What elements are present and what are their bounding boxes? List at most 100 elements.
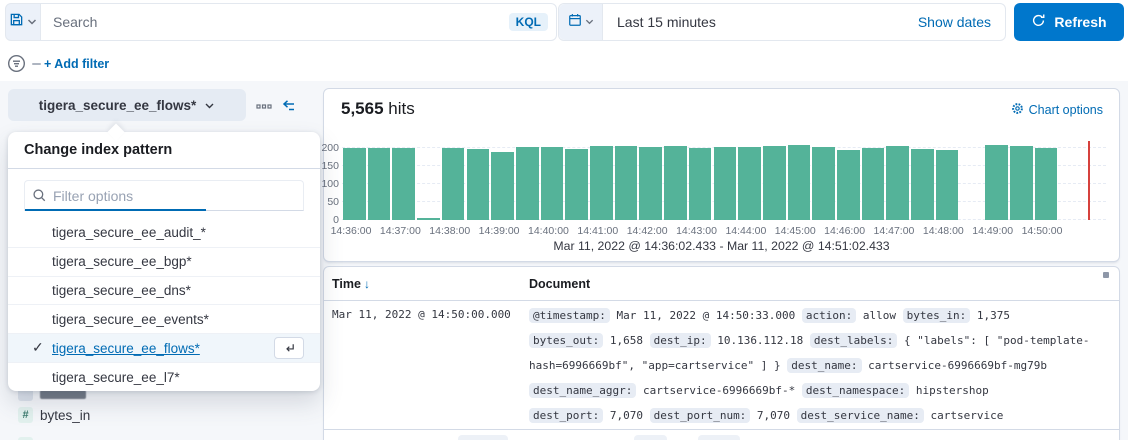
field-value-text: hash=6996669bf", "app=cartservice" ] } [529, 359, 788, 372]
partial-pill [634, 435, 667, 440]
refresh-icon [1031, 13, 1046, 31]
histogram-bar[interactable] [417, 218, 440, 220]
sort-descending-icon: ↓ [363, 277, 370, 291]
histogram-bar[interactable] [787, 145, 811, 220]
field-name-pill: dest_labels: [809, 333, 898, 348]
field-name-pill: dest_service_name: [796, 408, 924, 423]
field-value-text: 1,375 [970, 309, 1010, 322]
add-filter-button[interactable]: + Add filter [44, 57, 110, 71]
index-pattern-option[interactable]: tigera_secure_ee_bgp* [8, 248, 320, 277]
row-separator [324, 429, 1119, 430]
collapse-sidebar-icon[interactable] [280, 98, 298, 120]
column-header-time[interactable]: Time ↓ [332, 267, 370, 301]
histogram-bar[interactable] [664, 146, 687, 220]
field-name-pill: bytes_out: [529, 333, 604, 348]
histogram-bar[interactable] [343, 148, 366, 220]
popover-title: Change index pattern [8, 132, 320, 169]
filter-icon[interactable] [7, 54, 26, 78]
boxes-horizontal-icon[interactable] [256, 100, 272, 118]
chevron-down-icon [27, 13, 37, 31]
histogram-bar[interactable] [1009, 146, 1033, 220]
histogram-bar[interactable] [367, 148, 391, 220]
index-pattern-option-label: tigera_secure_ee_bgp* [52, 254, 192, 270]
row-time-cell: Mar 11, 2022 @ 14:50:00.000 [332, 308, 511, 321]
histogram-bar[interactable] [614, 146, 638, 220]
document-line: bytes_out: 1,658 dest_ip: 10.136.112.18 … [529, 330, 1114, 355]
histogram-bar[interactable] [639, 146, 663, 220]
histogram-bar[interactable] [441, 147, 465, 220]
field-name-pill: dest_port: [529, 408, 604, 423]
field-value-text: cartservice-6996669bf-mg79b [861, 359, 1047, 372]
time-range-value[interactable]: Last 15 minutes [617, 14, 716, 30]
hits-count: 5,565 [341, 99, 384, 118]
index-pattern-option[interactable]: tigera_secure_ee_l7* [8, 363, 320, 392]
search-input[interactable] [41, 14, 509, 30]
field-value-text: Mar 11, 2022 @ 14:50:33.000 [609, 309, 802, 322]
histogram-bar[interactable] [565, 149, 588, 220]
histogram-bar[interactable] [1034, 148, 1058, 220]
histogram-bar[interactable] [762, 146, 786, 220]
histogram-bar[interactable] [713, 146, 737, 220]
field-name-pill: dest_name: [787, 358, 862, 373]
index-pattern-option-label: tigera_secure_ee_events* [52, 311, 209, 327]
index-pattern-option[interactable]: tigera_secure_ee_dns* [8, 277, 320, 306]
index-pattern-filter-box [24, 180, 304, 211]
show-dates-button[interactable]: Show dates [917, 14, 991, 30]
refresh-button[interactable]: Refresh [1014, 3, 1124, 41]
check-icon: ✓ [32, 339, 44, 356]
field-value-text: allow [856, 309, 903, 322]
histogram-bar[interactable] [738, 146, 761, 220]
field-item-partial [18, 437, 33, 440]
histogram-bar[interactable] [466, 149, 490, 220]
filter-bar-divider [32, 63, 41, 65]
histogram-bar[interactable] [837, 150, 860, 220]
histogram-bar[interactable] [812, 147, 835, 220]
histogram-bar[interactable] [911, 149, 934, 220]
saved-query-menu-button[interactable] [5, 3, 41, 41]
histogram-bar[interactable] [590, 145, 613, 220]
chart-options-button[interactable]: Chart options [1011, 102, 1103, 118]
histogram-bar[interactable] [491, 151, 514, 220]
date-picker: Last 15 minutes Show dates [558, 3, 1006, 41]
sidebar-field-bytes-in[interactable]: # bytes_in [18, 407, 90, 423]
kql-button[interactable]: KQL [508, 13, 548, 31]
index-pattern-option[interactable]: tigera_secure_ee_audit_* [8, 219, 320, 248]
field-value-text: cartservice-6996669bf-* [636, 384, 802, 397]
histogram-bar[interactable] [392, 147, 416, 220]
histogram-bar[interactable] [861, 148, 885, 220]
x-axis-label: 14:44:00 [725, 225, 767, 237]
x-axis-label: 14:39:00 [478, 225, 520, 237]
row-document-cell: @timestamp: Mar 11, 2022 @ 14:50:33.000 … [529, 305, 1114, 430]
index-pattern-option[interactable]: tigera_secure_ee_events* [8, 305, 320, 335]
field-value-text: 7,070 [603, 409, 650, 422]
index-pattern-filter-input[interactable] [47, 187, 303, 204]
index-pattern-switcher-button[interactable]: tigera_secure_ee_flows* [8, 89, 246, 121]
calendar-icon [568, 13, 582, 32]
hits-panel: 5,565 hits Chart options 0 50 100 150 200 14… [321, 88, 1120, 262]
field-name-pill: dest_namespace: [801, 383, 910, 398]
time-column-label: Time [332, 277, 361, 291]
x-axis-label: 14:43:00 [676, 225, 717, 237]
histogram-bar[interactable] [985, 145, 1008, 220]
histogram-bar[interactable] [515, 147, 539, 220]
field-value-text: hipstershop [909, 384, 989, 397]
field-value-text: { "labels": [ "pod-template- [897, 334, 1090, 347]
histogram-bar[interactable] [540, 146, 564, 220]
y-axis-label: 100 [321, 178, 339, 190]
save-icon [9, 12, 24, 32]
histogram-bar[interactable] [688, 148, 712, 220]
scrollbar-thumb[interactable] [1103, 272, 1109, 278]
return-key-icon [274, 337, 304, 360]
partial-pill [458, 435, 508, 440]
focus-underline [25, 209, 206, 211]
date-picker-menu-button[interactable] [559, 4, 603, 40]
x-axis-label: 14:36:00 [330, 225, 372, 237]
hits-label: hits [388, 99, 415, 118]
y-axis: 0 50 100 150 200 [306, 141, 339, 226]
histogram-plot: 0 50 100 150 200 14:36:00 14:37:00 14:38:00 14:… [321, 141, 1106, 237]
histogram-bar[interactable] [935, 150, 959, 220]
index-pattern-option[interactable]: ✓ tigera_secure_ee_flows* [8, 334, 320, 363]
field-name-pill: dest_name_aggr: [529, 383, 637, 398]
x-axis-label: 14:37:00 [379, 225, 421, 237]
histogram-bar[interactable] [886, 145, 910, 220]
